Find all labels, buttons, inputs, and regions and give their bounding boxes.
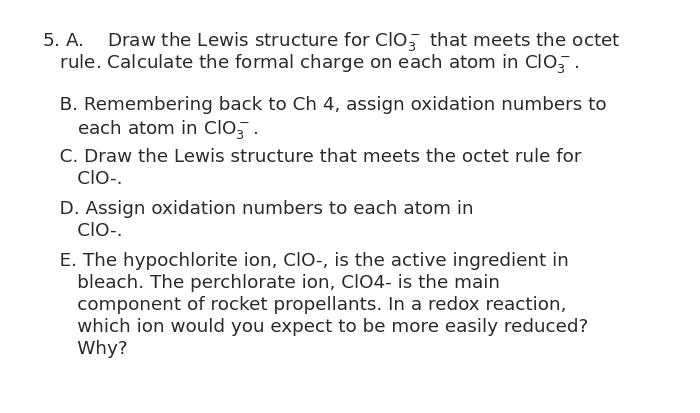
Text: D. Assign oxidation numbers to each atom in: D. Assign oxidation numbers to each atom… [42,199,474,218]
Text: ClO-.: ClO-. [42,221,122,240]
Text: each atom in ClO$_3^-$.: each atom in ClO$_3^-$. [42,118,258,141]
Text: B. Remembering back to Ch 4, assign oxidation numbers to: B. Remembering back to Ch 4, assign oxid… [42,96,607,114]
Text: ClO-.: ClO-. [42,170,122,188]
Text: E. The hypochlorite ion, ClO-, is the active ingredient in: E. The hypochlorite ion, ClO-, is the ac… [42,252,569,269]
Text: component of rocket propellants. In a redox reaction,: component of rocket propellants. In a re… [42,295,566,313]
Text: bleach. The perchlorate ion, ClO4- is the main: bleach. The perchlorate ion, ClO4- is th… [42,273,500,291]
Text: 5. A.    Draw the Lewis structure for ClO$_3^-$ that meets the octet: 5. A. Draw the Lewis structure for ClO$_… [42,30,620,53]
Text: which ion would you expect to be more easily reduced?: which ion would you expect to be more ea… [42,317,588,335]
Text: rule. Calculate the formal charge on each atom in ClO$_3^-$.: rule. Calculate the formal charge on eac… [42,52,579,75]
Text: C. Draw the Lewis structure that meets the octet rule for: C. Draw the Lewis structure that meets t… [42,147,582,166]
Text: Why?: Why? [42,339,127,357]
